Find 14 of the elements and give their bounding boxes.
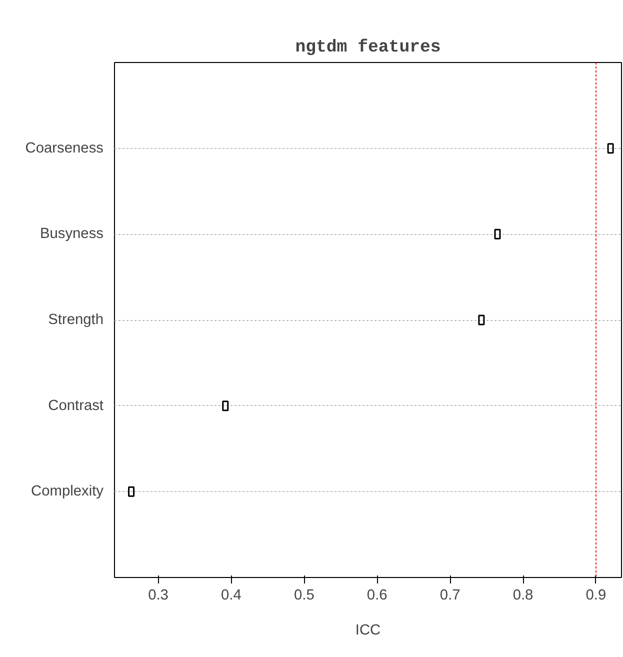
x-tick-label: 0.5 [294, 588, 314, 604]
y-tick-label: Complexity [31, 484, 104, 500]
chart-title: ngtdm features [295, 38, 441, 58]
x-tick-label: 0.8 [512, 588, 534, 604]
y-tick-label: Busyness [40, 226, 104, 242]
y-tick-label: Contrast [48, 398, 104, 414]
x-tick-label: 0.9 [586, 588, 606, 604]
y-tick-label: Coarseness [25, 140, 104, 156]
x-tick-label: 0.4 [221, 588, 242, 604]
x-tick-label: 0.7 [440, 588, 460, 604]
x-tick-label: 0.6 [366, 588, 388, 604]
x-tick-label: 0.3 [148, 588, 168, 604]
x-axis-title: ICC [355, 622, 382, 638]
y-tick-label: Strength [48, 312, 104, 328]
